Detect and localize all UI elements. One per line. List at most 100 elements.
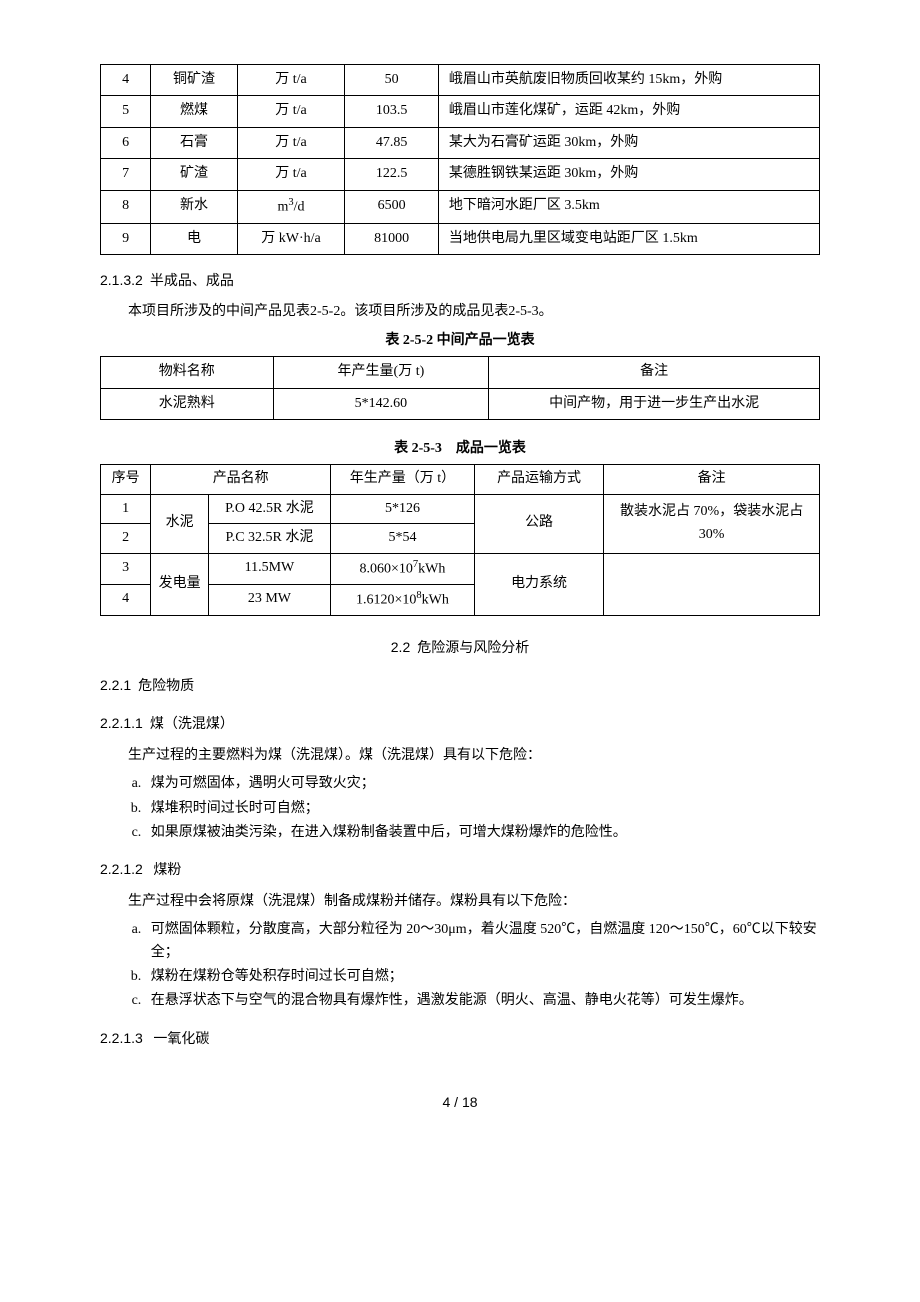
table-cell: 4 xyxy=(101,65,151,96)
section-2132-num: 2.1.3.2 xyxy=(100,272,143,288)
table-row: 8新水m3/d6500地下暗河水距厂区 3.5km xyxy=(101,190,820,223)
table-row: 5燃煤万 t/a103.5峨眉山市莲化煤矿，运距 42km，外购 xyxy=(101,96,820,127)
table-cell: 当地供电局九里区域变电站距厂区 1.5km xyxy=(438,223,819,254)
table-row: 9电万 kW·h/a81000当地供电局九里区域变电站距厂区 1.5km xyxy=(101,223,820,254)
table-cell: 万 t/a xyxy=(237,159,345,190)
t3-cement: 水泥 xyxy=(151,494,209,553)
t3-note1: 散装水泥占 70%，袋装水泥占30% xyxy=(604,494,820,553)
list-coal-c: 如果原煤被油类污染，在进入煤粉制备装置中后，可增大煤粉爆炸的危险性。 xyxy=(145,822,820,844)
section-2132-title: 半成品、成品 xyxy=(150,274,234,289)
table-cell: 7 xyxy=(101,159,151,190)
section-221-num: 2.2.1 xyxy=(100,677,131,693)
t2-c1: 水泥熟料 xyxy=(101,388,274,419)
list-coaldust-a: 可燃固体颗粒，分散度高，大部分粒径为 20～30μm，着火温度 520℃，自燃温… xyxy=(145,919,820,964)
section-2213: 2.2.1.3 一氧化碳 xyxy=(100,1027,820,1051)
page-number: 4 / 18 xyxy=(100,1091,820,1113)
t3-n1: 1 xyxy=(101,494,151,523)
list-coaldust-c: 在悬浮状态下与空气的混合物具有爆炸性，遇激发能源（明火、高温、静电火花等）可发生… xyxy=(145,990,820,1012)
t2-c3: 中间产物，用于进一步生产出水泥 xyxy=(489,388,820,419)
section-2211-num: 2.2.1.1 xyxy=(100,715,143,731)
list-coaldust: 可燃固体颗粒，分散度高，大部分粒径为 20～30μm，着火温度 520℃，自燃温… xyxy=(100,919,820,1013)
section-2212-num: 2.2.1.2 xyxy=(100,861,143,877)
table-cell: 石膏 xyxy=(151,127,237,158)
table-cell: 万 kW·h/a xyxy=(237,223,345,254)
table-cell: 某德胜钢铁某运距 30km，外购 xyxy=(438,159,819,190)
table-cell: 矿渣 xyxy=(151,159,237,190)
t3-pc: P.C 32.5R 水泥 xyxy=(208,524,330,553)
paragraph-coaldust: 生产过程中会将原煤（洗混煤）制备成煤粉并储存。煤粉具有以下危险： xyxy=(100,891,820,913)
table-cell: 50 xyxy=(345,65,438,96)
table-row: 7矿渣万 t/a122.5某德胜钢铁某运距 30km，外购 xyxy=(101,159,820,190)
materials-tbody: 4铜矿渣万 t/a50峨眉山市英航废旧物质回收某约 15km，外购5燃煤万 t/… xyxy=(101,65,820,255)
table-cell: 5 xyxy=(101,96,151,127)
section-2212-title: 煤粉 xyxy=(153,863,181,878)
t3-power: 发电量 xyxy=(151,553,209,615)
section-2211-title: 煤（洗混煤） xyxy=(150,717,234,732)
table-cell: 103.5 xyxy=(345,96,438,127)
t2-h2: 年产生量(万 t) xyxy=(273,357,489,388)
t3-grid: 电力系统 xyxy=(474,553,603,615)
table-cell: 122.5 xyxy=(345,159,438,190)
list-coal: 煤为可燃固体，遇明火可导致火灾； 煤堆积时间过长时可自燃； 如果原煤被油类污染，… xyxy=(100,773,820,844)
section-2211: 2.2.1.1 煤（洗混煤） xyxy=(100,712,820,736)
t3-mw1: 11.5MW xyxy=(208,553,330,584)
t3-n4: 4 xyxy=(101,584,151,615)
table-cell: 铜矿渣 xyxy=(151,65,237,96)
table-cell: m3/d xyxy=(237,190,345,223)
t2-c2: 5*142.60 xyxy=(273,388,489,419)
t3-h-seq: 序号 xyxy=(101,465,151,494)
table-cell: 81000 xyxy=(345,223,438,254)
section-2213-num: 2.2.1.3 xyxy=(100,1030,143,1046)
t3-kwh2: 1.6120×108kWh xyxy=(331,584,475,615)
list-coal-b: 煤堆积时间过长时可自燃； xyxy=(145,798,820,820)
t2-h3: 备注 xyxy=(489,357,820,388)
t3-h-name: 产品名称 xyxy=(151,465,331,494)
t3-h-trans: 产品运输方式 xyxy=(474,465,603,494)
section-2213-title: 一氧化碳 xyxy=(153,1032,209,1047)
section-2212: 2.2.1.2 煤粉 xyxy=(100,858,820,882)
table-cell: 燃煤 xyxy=(151,96,237,127)
materials-table: 4铜矿渣万 t/a50峨眉山市英航废旧物质回收某约 15km，外购5燃煤万 t/… xyxy=(100,64,820,255)
t2-h1: 物料名称 xyxy=(101,357,274,388)
paragraph-intermediate: 本项目所涉及的中间产品见表2-5-2。该项目所涉及的成品见表2-5-3。 xyxy=(100,301,820,323)
section-22: 2.2 危险源与风险分析 xyxy=(100,636,820,660)
table-cell: 峨眉山市莲化煤矿，运距 42km，外购 xyxy=(438,96,819,127)
t3-kwh1: 8.060×107kWh xyxy=(331,553,475,584)
t3-v2: 5*54 xyxy=(331,524,475,553)
table-cell: 9 xyxy=(101,223,151,254)
paragraph-coal: 生产过程的主要燃料为煤（洗混煤）。煤（洗混煤）具有以下危险： xyxy=(100,745,820,767)
t3-n2: 2 xyxy=(101,524,151,553)
table-cell: 电 xyxy=(151,223,237,254)
t3-n3: 3 xyxy=(101,553,151,584)
t3-h-out: 年生产量（万 t） xyxy=(331,465,475,494)
t3-road: 公路 xyxy=(474,494,603,553)
table-cell: 6 xyxy=(101,127,151,158)
t3-po: P.O 42.5R 水泥 xyxy=(208,494,330,523)
table-cell: 地下暗河水距厂区 3.5km xyxy=(438,190,819,223)
caption-253: 表 2-5-3 成品一览表 xyxy=(100,438,820,460)
t3-h-note: 备注 xyxy=(604,465,820,494)
t3-v1: 5*126 xyxy=(331,494,475,523)
table-252: 物料名称 年产生量(万 t) 备注 水泥熟料 5*142.60 中间产物，用于进… xyxy=(100,356,820,420)
section-22-num: 2.2 xyxy=(391,639,410,655)
t3-mw2: 23 MW xyxy=(208,584,330,615)
section-22-title: 危险源与风险分析 xyxy=(417,641,529,656)
table-cell: 万 t/a xyxy=(237,127,345,158)
table-row: 4铜矿渣万 t/a50峨眉山市英航废旧物质回收某约 15km，外购 xyxy=(101,65,820,96)
list-coal-a: 煤为可燃固体，遇明火可导致火灾； xyxy=(145,773,820,795)
section-221: 2.2.1 危险物质 xyxy=(100,674,820,698)
table-cell: 47.85 xyxy=(345,127,438,158)
table-row: 6石膏万 t/a47.85某大为石膏矿运距 30km，外购 xyxy=(101,127,820,158)
table-cell: 6500 xyxy=(345,190,438,223)
table-cell: 某大为石膏矿运距 30km，外购 xyxy=(438,127,819,158)
list-coaldust-b: 煤粉在煤粉仓等处积存时间过长可自燃； xyxy=(145,966,820,988)
t3-note-blank xyxy=(604,553,820,615)
table-cell: 峨眉山市英航废旧物质回收某约 15km，外购 xyxy=(438,65,819,96)
section-2132: 2.1.3.2 半成品、成品 xyxy=(100,269,820,293)
table-cell: 8 xyxy=(101,190,151,223)
table-cell: 新水 xyxy=(151,190,237,223)
table-253: 序号 产品名称 年生产量（万 t） 产品运输方式 备注 1 水泥 P.O 42.… xyxy=(100,464,820,615)
caption-252: 表 2-5-2 中间产品一览表 xyxy=(100,330,820,352)
section-221-title: 危险物质 xyxy=(138,679,194,694)
table-cell: 万 t/a xyxy=(237,65,345,96)
